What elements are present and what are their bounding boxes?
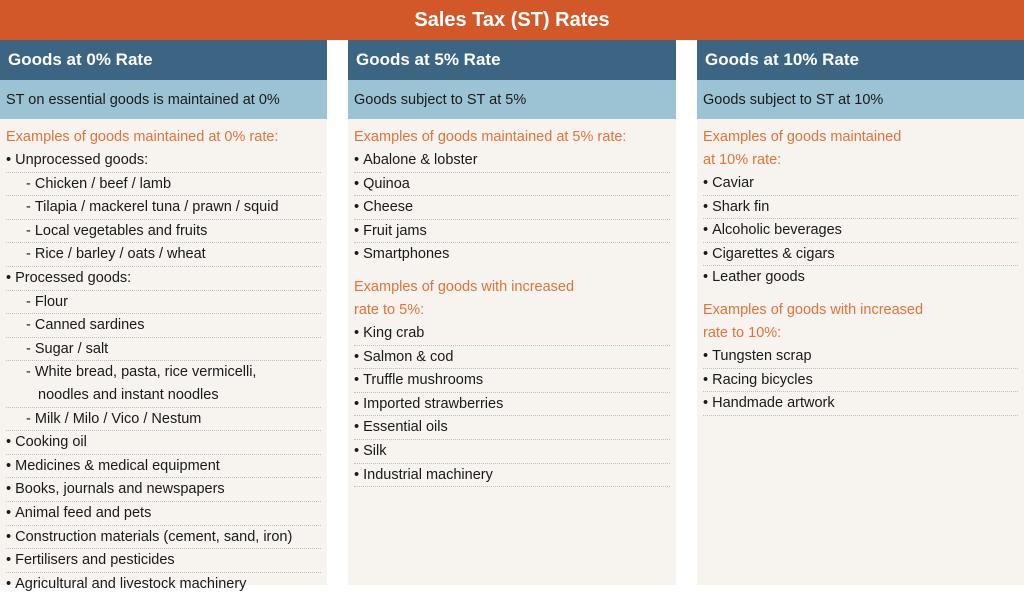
list-item: Smartphones bbox=[354, 243, 670, 266]
column-header: Goods at 10% Rate bbox=[697, 40, 1024, 80]
section-title: Examples of goods maintained at 5% rate: bbox=[354, 129, 627, 145]
list-item: Unprocessed goods: bbox=[6, 149, 321, 173]
list-item: Imported strawberries bbox=[354, 393, 670, 417]
section-title-line: rate to 10%: bbox=[703, 324, 782, 341]
list-item: Flour bbox=[6, 291, 321, 315]
list-item-continuation: noodles and instant noodles bbox=[6, 384, 321, 408]
goods-list: Tungsten scrap Racing bicycles Handmade … bbox=[703, 345, 1018, 416]
list-item: Tungsten scrap bbox=[703, 345, 1018, 369]
column-subheader: Goods subject to ST at 10% bbox=[697, 80, 1024, 119]
page-title-banner: Sales Tax (ST) Rates bbox=[0, 0, 1024, 40]
section-title-line: Examples of goods with increased bbox=[354, 278, 575, 295]
column-header: Goods at 0% Rate bbox=[0, 40, 327, 80]
section-title-line: Examples of goods with increased bbox=[703, 301, 924, 318]
list-item: Medicines & medical equipment bbox=[6, 455, 321, 479]
column-10-percent: Goods at 10% Rate Goods subject to ST at… bbox=[697, 40, 1024, 585]
list-item: Animal feed and pets bbox=[6, 502, 321, 526]
list-item: Quinoa bbox=[354, 173, 670, 197]
list-item: Fruit jams bbox=[354, 220, 670, 244]
list-item: Caviar bbox=[703, 172, 1018, 196]
section-title: Examples of goods maintained at 0% rate: bbox=[6, 129, 279, 145]
list-item: Books, journals and newspapers bbox=[6, 478, 321, 502]
goods-list: Caviar Shark fin Alcoholic beverages Cig… bbox=[703, 172, 1018, 289]
list-item: Tilapia / mackerel tuna / prawn / squid bbox=[6, 196, 321, 220]
list-item: Truffle mushrooms bbox=[354, 369, 670, 393]
section-title: Examples of goods with increased rate to… bbox=[703, 299, 1018, 345]
list-item: Racing bicycles bbox=[703, 369, 1018, 393]
list-item: Silk bbox=[354, 440, 670, 464]
column-body: Examples of goods maintained at 0% rate:… bbox=[0, 119, 327, 595]
page-title: Sales Tax (ST) Rates bbox=[414, 8, 610, 31]
column-header: Goods at 5% Rate bbox=[348, 40, 676, 80]
column-subheader: Goods subject to ST at 5% bbox=[348, 80, 676, 119]
list-item: Cigarettes & cigars bbox=[703, 243, 1018, 267]
list-item: Abalone & lobster bbox=[354, 149, 670, 173]
column-0-percent: Goods at 0% Rate ST on essential goods i… bbox=[0, 40, 327, 592]
list-item: Salmon & cod bbox=[354, 346, 670, 370]
section-title-line: Examples of goods maintained bbox=[703, 129, 902, 145]
list-item: Sugar / salt bbox=[6, 338, 321, 362]
list-item: Shark fin bbox=[703, 196, 1018, 220]
list-item: Cooking oil bbox=[6, 431, 321, 455]
list-item: Milk / Milo / Vico / Nestum bbox=[6, 408, 321, 432]
goods-list: Unprocessed goods: Chicken / beef / lamb… bbox=[6, 149, 321, 595]
list-item: Construction materials (cement, sand, ir… bbox=[6, 526, 321, 550]
section-title: Examples of goods with increased rate to… bbox=[354, 276, 670, 322]
section-title-line: at 10% rate: bbox=[703, 152, 782, 168]
list-item: Handmade artwork bbox=[703, 392, 1018, 416]
list-item: Cheese bbox=[354, 196, 670, 220]
list-item: Chicken / beef / lamb bbox=[6, 173, 321, 197]
section-title-line: rate to 5%: bbox=[354, 301, 425, 318]
list-item: Essential oils bbox=[354, 416, 670, 440]
list-item: Canned sardines bbox=[6, 314, 321, 338]
list-item: Rice / barley / oats / wheat bbox=[6, 243, 321, 267]
list-item: Local vegetables and fruits bbox=[6, 220, 321, 244]
list-item: Agricultural and livestock machinery bbox=[6, 573, 321, 596]
list-item: King crab bbox=[354, 322, 670, 346]
column-subheader: ST on essential goods is maintained at 0… bbox=[0, 80, 327, 119]
column-5-percent: Goods at 5% Rate Goods subject to ST at … bbox=[348, 40, 676, 585]
section-title: Examples of goods maintained at 10% rate… bbox=[703, 126, 1018, 172]
goods-list: Abalone & lobster Quinoa Cheese Fruit ja… bbox=[354, 149, 670, 266]
list-item: Leather goods bbox=[703, 266, 1018, 289]
list-item: Processed goods: bbox=[6, 267, 321, 291]
column-body: Examples of goods maintained at 10% rate… bbox=[697, 119, 1024, 416]
list-item: Industrial machinery bbox=[354, 464, 670, 488]
column-body: Examples of goods maintained at 5% rate:… bbox=[348, 119, 676, 488]
goods-list: King crab Salmon & cod Truffle mushrooms… bbox=[354, 322, 670, 488]
list-item: Alcoholic beverages bbox=[703, 219, 1018, 243]
list-item: White bread, pasta, rice vermicelli, bbox=[6, 361, 321, 384]
list-item: Fertilisers and pesticides bbox=[6, 549, 321, 573]
